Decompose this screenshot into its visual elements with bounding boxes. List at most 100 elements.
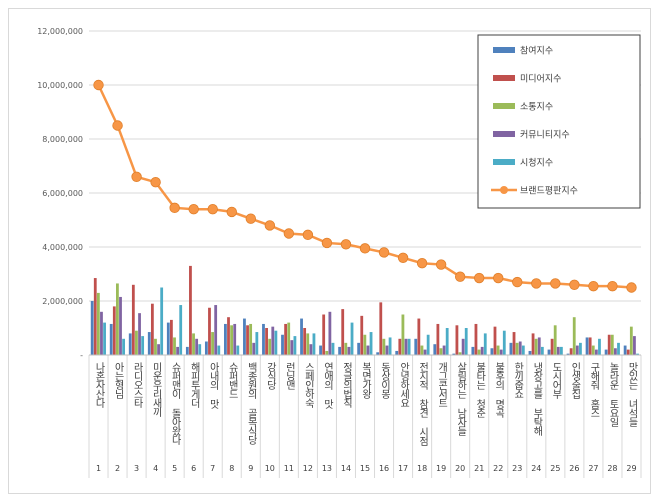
category-label: 백종원의 골목식당 (245, 362, 257, 445)
bar-4 (214, 305, 218, 355)
bar-5 (350, 322, 354, 355)
line-point (531, 278, 542, 289)
category-index: 19 (436, 464, 446, 473)
bar-2 (341, 309, 345, 355)
line-point (207, 203, 218, 215)
bar-5 (255, 332, 259, 355)
line-point (550, 278, 561, 289)
y-tick-label: - (80, 351, 83, 360)
category-index: 21 (474, 464, 484, 473)
bar-2 (112, 306, 116, 355)
bar-2 (588, 337, 592, 355)
category-label: 인생술집 (569, 362, 581, 399)
bar-2 (93, 278, 97, 355)
line-point (131, 171, 142, 183)
bar-3 (477, 349, 481, 355)
bar-1 (90, 301, 94, 355)
bar-4 (176, 346, 180, 355)
bar-4 (633, 336, 636, 355)
line-point (245, 213, 256, 224)
category-index: 28 (607, 464, 617, 473)
category-index: 22 (493, 464, 503, 473)
bar-4 (575, 345, 579, 355)
line-point (226, 206, 237, 218)
line-point (474, 272, 485, 284)
bar-3 (572, 317, 576, 355)
bar-3 (249, 323, 253, 355)
category-index: 4 (153, 464, 158, 473)
bar-4 (233, 323, 237, 355)
legend-label: 참여지수 (520, 45, 553, 57)
bar-5 (483, 333, 487, 355)
bar-1 (395, 350, 399, 355)
line-point (93, 79, 104, 91)
y-tick-label: 6,000,000 (42, 189, 83, 198)
line-point (302, 229, 314, 241)
bar-1 (414, 338, 418, 355)
category-index: 23 (512, 464, 522, 473)
bar-3 (458, 352, 462, 355)
category-label: 강식당 (264, 362, 276, 390)
y-tick-label: 10,000,000 (37, 81, 83, 90)
bar-1 (566, 353, 570, 355)
legend-swatch (493, 159, 515, 165)
category-label: 스페인하숙 (302, 362, 314, 409)
bar-3 (192, 333, 195, 355)
bar-5 (217, 345, 221, 355)
bar-2 (265, 328, 268, 355)
bar-3 (96, 292, 100, 355)
category-label: 전지적 참견 시점 (417, 362, 429, 446)
bar-1 (509, 342, 513, 355)
category-label: 슈퍼맨이 돌아왔다 (169, 362, 181, 446)
y-tick-label: 8,000,000 (42, 135, 83, 144)
bar-3 (173, 337, 176, 355)
bar-2 (417, 318, 421, 355)
bar-5 (141, 336, 145, 355)
category-label: 라디오스타 (131, 362, 143, 409)
bar-1 (528, 350, 532, 355)
bar-3 (439, 348, 443, 355)
category-index: 16 (379, 464, 389, 473)
bar-5 (598, 338, 601, 355)
category-label: 불후의 명곡 (493, 362, 505, 419)
line-point (454, 271, 466, 282)
category-index: 5 (172, 464, 177, 473)
category-index: 2 (115, 464, 120, 473)
line-point (321, 237, 333, 249)
line-point (569, 279, 580, 291)
bar-4 (309, 344, 313, 355)
bar-5 (369, 332, 373, 355)
bar-1 (623, 345, 627, 355)
legend-swatch (493, 103, 515, 109)
bar-4 (366, 345, 370, 355)
bar-2 (569, 348, 573, 355)
bar-2 (246, 325, 249, 355)
bar-3 (515, 342, 519, 355)
bar-2 (189, 265, 192, 355)
legend-swatch (493, 47, 515, 53)
legend-label: 브랜드평판지수 (520, 186, 578, 197)
category-label: 복면가왕 (360, 362, 372, 399)
line-point (607, 280, 618, 292)
line-point (626, 282, 637, 293)
bar-3 (268, 338, 272, 355)
bar-1 (224, 323, 227, 355)
bar-3 (534, 338, 538, 355)
bar-3 (211, 332, 214, 355)
bar-4 (537, 337, 541, 355)
category-label: 아내의 맛 (207, 362, 219, 409)
category-index: 24 (531, 464, 541, 473)
bar-4 (290, 340, 294, 355)
bar-2 (398, 338, 402, 355)
bar-5 (502, 330, 506, 355)
category-index: 11 (284, 464, 294, 473)
legend-label: 커뮤니티지수 (520, 130, 570, 141)
legend-label: 소통지수 (520, 102, 553, 113)
bar-5 (445, 328, 449, 355)
bar-2 (360, 315, 364, 355)
bar-1 (338, 346, 342, 355)
bar-4 (328, 311, 332, 355)
bar-5 (521, 345, 525, 355)
bar-5 (274, 330, 278, 355)
